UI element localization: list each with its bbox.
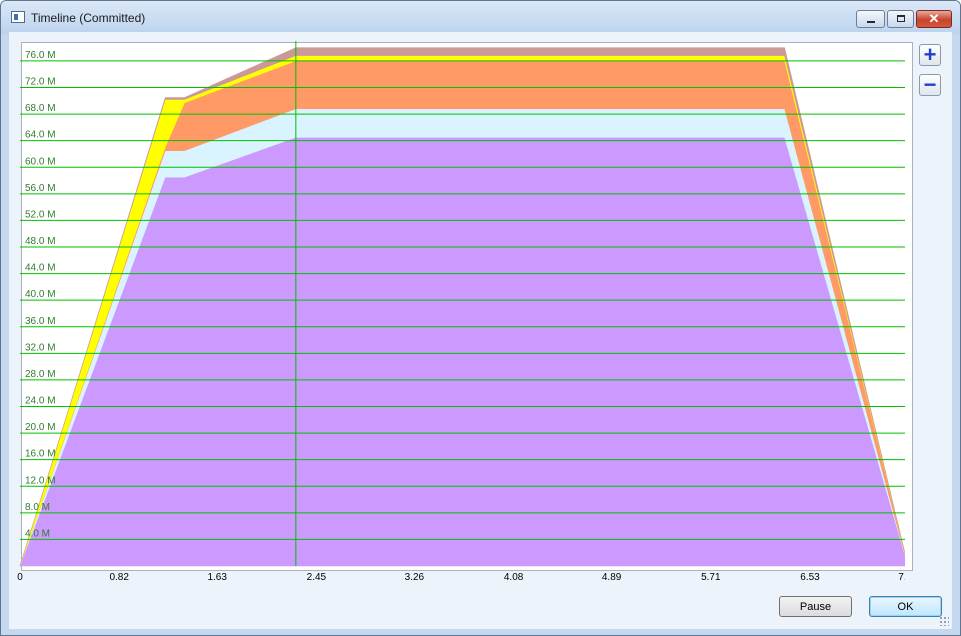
grid-lines [20,41,905,566]
y-tick-label: 4.0 M [25,528,50,539]
y-tick-label: 32.0 M [25,342,56,353]
y-axis-labels: 4.0 M 8.0 M 12.0 M 16.0 M 20.0 M 24.0 M 28.0 M… [25,50,56,539]
y-tick-label: 52.0 M [25,209,56,220]
y-tick-label: 28.0 M [25,369,56,380]
zoom-in-button[interactable]: + [919,44,941,66]
x-tick-label: 0.82 [109,572,129,583]
series-area-4 [19,47,905,567]
y-tick-label: 8.0 M [25,502,50,513]
y-tick-label: 40.0 M [25,289,56,300]
y-tick-label: 64.0 M [25,130,56,141]
y-tick-label: 56.0 M [25,183,56,194]
plus-icon: + [923,42,937,67]
y-tick-label: 72.0 M [25,77,56,88]
memory-timeline-chart: 4.0 M 8.0 M 12.0 M 16.0 M 20.0 M 24.0 M 28.0 M… [17,41,905,583]
y-tick-label: 12.0 M [25,475,56,486]
title-bar[interactable]: Timeline (Committed) ✕ [1,1,960,34]
x-tick-label: 4.08 [504,572,524,583]
minimize-icon [867,21,875,23]
y-tick-label: 24.0 M [25,396,56,407]
minimize-button[interactable] [856,10,885,28]
x-axis-labels: 0 0.82 1.63 2.45 3.26 4.08 4.89 5.71 6.53 7.34 [17,572,905,583]
ok-button[interactable]: OK [869,596,942,617]
x-tick-label: 6.53 [800,572,820,583]
y-tick-label: 68.0 M [25,103,56,114]
window-title: Timeline (Committed) [31,11,146,25]
y-tick-label: 36.0 M [25,316,56,327]
series-areas [19,47,905,567]
x-tick-label: 3.26 [405,572,425,583]
close-button[interactable]: ✕ [916,10,952,28]
window-icon [11,11,25,23]
minus-icon: − [923,72,937,97]
y-tick-label: 60.0 M [25,156,56,167]
y-tick-label: 20.0 M [25,422,56,433]
y-tick-label: 16.0 M [25,449,56,460]
maximize-button[interactable] [887,10,914,28]
x-tick-label: 5.71 [701,572,721,583]
x-tick-label: 7.34 [898,572,905,583]
zoom-out-button[interactable]: − [919,74,941,96]
y-tick-label: 48.0 M [25,236,56,247]
x-tick-label: 1.63 [207,572,227,583]
y-tick-label: 44.0 M [25,263,56,274]
x-tick-label: 0 [17,572,23,583]
x-tick-label: 2.45 [307,572,327,583]
pause-button[interactable]: Pause [779,596,852,617]
y-tick-label: 76.0 M [25,50,56,61]
maximize-icon [897,15,905,22]
resize-grip[interactable] [939,616,949,626]
close-icon: ✕ [928,11,940,26]
x-tick-label: 4.89 [602,572,622,583]
